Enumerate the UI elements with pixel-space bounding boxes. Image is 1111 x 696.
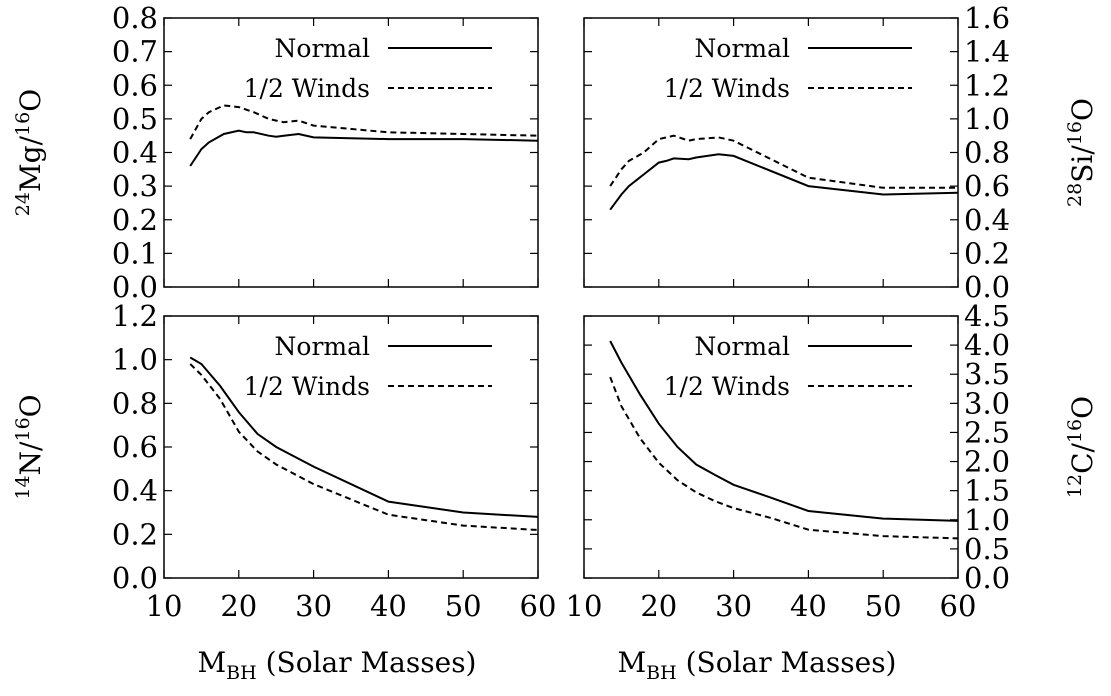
x-axis-label: MBH (Solar Masses) (618, 646, 897, 684)
legend-label: Normal (275, 34, 370, 63)
series-line-normal (189, 356, 539, 518)
y-tick-label: 0.0 (964, 561, 1010, 595)
x-tick-label: 30 (295, 589, 332, 623)
x-tick-label: 60 (520, 589, 557, 623)
series-line-normal (609, 153, 959, 211)
y-axis-label: 14N/16O (12, 394, 47, 499)
chart-panel-1: 0.00.10.20.30.40.50.60.70.8 24Mg/16O Norma… (12, 1, 539, 304)
y-tick-label: 0.6 (112, 68, 158, 102)
y-tick-label: 1.0 (112, 343, 158, 377)
x-tick-label: 10 (566, 589, 603, 623)
series-line-normal (189, 129, 539, 167)
x-tick-label: 30 (715, 589, 752, 623)
y-tick-label: 1.0 (964, 102, 1010, 136)
y-tick-label: 0.2 (112, 517, 158, 551)
y-tick-label: 0.4 (964, 203, 1010, 237)
y-tick-label: 1.2 (964, 68, 1010, 102)
y-tick-label: 2.5 (964, 415, 1010, 449)
x-tick-label: 20 (640, 589, 677, 623)
x-tick-label: 40 (370, 589, 407, 623)
legend-label: 1/2 Winds (244, 372, 370, 401)
y-tick-label: 1.5 (964, 474, 1010, 508)
y-tick-label: 0.2 (112, 203, 158, 237)
x-tick-label: 50 (445, 589, 482, 623)
y-tick-label: 0.8 (964, 136, 1010, 170)
legend-label: Normal (695, 332, 790, 361)
series-line-half-winds (609, 376, 959, 540)
series-line-half-winds (609, 134, 958, 189)
y-tick-label: 3.0 (964, 386, 1010, 420)
legend-label: Normal (275, 332, 370, 361)
legend-label: 1/2 Winds (664, 74, 790, 103)
y-axis-label: 12C/16O (1064, 396, 1099, 498)
y-tick-label: 0.2 (964, 236, 1010, 270)
y-tick-label: 1.0 (964, 503, 1010, 537)
y-tick-label: 3.5 (964, 357, 1010, 391)
x-tick-label: 60 (940, 589, 977, 623)
legend-label: 1/2 Winds (664, 372, 790, 401)
x-tick-label: 10 (146, 589, 183, 623)
y-tick-label: 0.3 (112, 169, 158, 203)
y-tick-label: 0.7 (112, 35, 158, 69)
y-tick-label: 0.5 (112, 102, 158, 136)
plot-frame (583, 315, 959, 579)
y-tick-label: 4.5 (964, 299, 1010, 333)
series-line-half-winds (189, 363, 539, 531)
y-tick-label: 0.6 (964, 169, 1010, 203)
y-axis-label: 28Si/16O (1064, 98, 1099, 207)
y-tick-label: 0.5 (964, 532, 1010, 566)
y-tick-label: 0.0 (112, 561, 158, 595)
y-axis-label: 24Mg/16O (12, 89, 47, 216)
chart-panel-2: 0.00.20.40.60.81.01.21.41.6 28Si/16O Norma… (583, 1, 1099, 304)
series-line-normal (609, 340, 959, 522)
y-tick-label: 0.8 (112, 386, 158, 420)
y-tick-label: 0.1 (112, 236, 158, 270)
y-tick-label: 1.4 (964, 35, 1010, 69)
x-tick-label: 50 (865, 589, 902, 623)
y-tick-label: 0.0 (964, 270, 1010, 304)
x-tick-label: 40 (790, 589, 827, 623)
series-line-half-winds (189, 104, 539, 140)
chart-panel-4: 0.00.51.01.52.02.53.03.54.04.5 10 20 30 40 50… (566, 299, 1099, 684)
y-tick-label: 0.4 (112, 474, 158, 508)
y-tick-label: 0.8 (112, 1, 158, 35)
y-tick-label: 4.0 (964, 328, 1010, 362)
x-axis-label: MBH (Solar Masses) (198, 646, 477, 684)
y-tick-label: 0.6 (112, 430, 158, 464)
y-tick-label: 0.0 (112, 270, 158, 304)
legend-label: Normal (695, 34, 790, 63)
x-tick-label: 20 (220, 589, 257, 623)
y-tick-label: 1.2 (112, 299, 158, 333)
legend-label: 1/2 Winds (244, 74, 370, 103)
chart-panel-3: 0.0 0.2 0.4 0.6 0.8 1.0 1.2 10 20 30 40 50 60 MBH (So… (12, 299, 556, 684)
y-tick-label: 2.0 (964, 445, 1010, 479)
y-tick-label: 0.4 (112, 136, 158, 170)
y-tick-label: 1.6 (964, 1, 1010, 35)
